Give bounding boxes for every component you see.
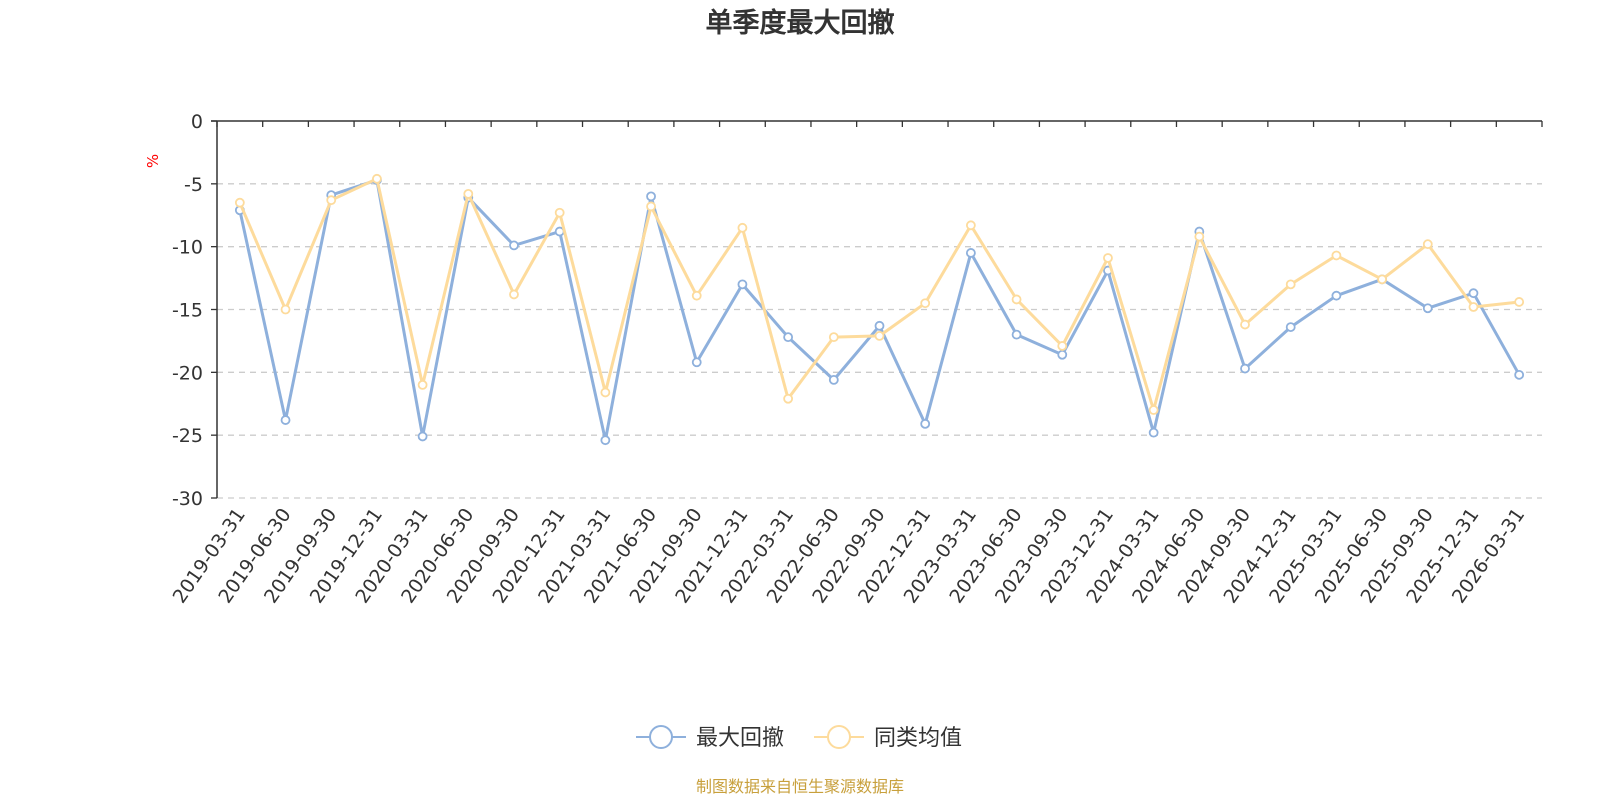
data-point	[280, 304, 291, 315]
data-point	[1148, 427, 1159, 438]
data-point	[1285, 279, 1296, 290]
series-line	[238, 178, 1521, 442]
data-point	[509, 240, 519, 251]
data-point	[1057, 349, 1068, 360]
data-point	[874, 330, 885, 341]
chart-title: 单季度最大回撤	[706, 7, 895, 39]
data-point	[280, 415, 291, 425]
data-point	[372, 173, 382, 184]
data-point	[600, 387, 611, 398]
data-point	[737, 279, 748, 290]
grid-lines	[217, 183, 1542, 499]
legend-label: 同类均值	[874, 726, 962, 751]
data-point	[1011, 329, 1022, 340]
data-point	[1331, 250, 1342, 261]
data-point	[1514, 369, 1525, 380]
legend-marker	[649, 725, 673, 749]
data-point	[600, 435, 611, 446]
y-axis-ticks: 0 -5 -10 -15 -20 -25 -30	[172, 111, 217, 510]
y-tick-label: -30	[172, 488, 203, 510]
data-point	[463, 188, 474, 199]
data-point	[1011, 294, 1022, 305]
data-point	[1194, 231, 1205, 242]
legend-marker	[827, 725, 851, 749]
y-tick-label: -10	[172, 237, 203, 259]
data-point	[920, 418, 931, 429]
data-point	[1103, 253, 1113, 263]
data-point	[783, 393, 794, 404]
data-point	[1422, 303, 1433, 314]
data-point	[509, 289, 519, 300]
data-point	[1240, 363, 1250, 374]
legend-item: 同类均值	[814, 725, 962, 751]
data-point	[1331, 290, 1342, 301]
series-layer	[234, 173, 1525, 446]
data-point	[1514, 297, 1525, 307]
y-tick-label: -5	[184, 174, 203, 196]
data-source-note: 制图数据来自恒生聚源数据库	[696, 777, 904, 796]
legend-item: 最大回撤	[636, 725, 784, 751]
data-point	[874, 320, 885, 331]
data-point	[1468, 302, 1479, 312]
y-tick-label: -15	[172, 300, 203, 322]
legend: 最大回撤 同类均值	[636, 725, 962, 751]
data-point	[828, 374, 839, 385]
y-tick-label: -25	[172, 425, 203, 447]
y-tick-label: 0	[191, 111, 203, 133]
data-point	[737, 222, 748, 233]
data-point	[1377, 274, 1387, 285]
data-point	[828, 332, 839, 343]
x-axis-ticks: 2019-03-312019-06-302019-09-302019-12-31…	[169, 121, 1543, 607]
data-point	[1285, 322, 1296, 332]
data-point	[691, 290, 702, 301]
data-point	[1057, 341, 1068, 351]
data-point	[1240, 319, 1250, 330]
data-point	[234, 197, 245, 208]
series-line	[238, 177, 1520, 412]
data-point	[965, 248, 976, 258]
data-point	[1422, 239, 1433, 250]
data-point	[920, 298, 931, 309]
y-axis-unit: %	[144, 154, 162, 168]
data-point	[1468, 288, 1479, 299]
data-point	[417, 431, 428, 442]
y-tick-label: -20	[172, 362, 203, 384]
data-point	[646, 201, 656, 212]
data-point	[554, 207, 565, 218]
legend-label: 最大回撤	[696, 726, 784, 751]
data-point	[1148, 405, 1159, 415]
data-point	[691, 357, 702, 368]
data-point	[326, 195, 337, 206]
data-point	[646, 191, 656, 202]
data-point	[965, 220, 976, 231]
data-point	[783, 332, 794, 343]
series-2	[234, 173, 1525, 415]
data-point	[417, 379, 428, 390]
